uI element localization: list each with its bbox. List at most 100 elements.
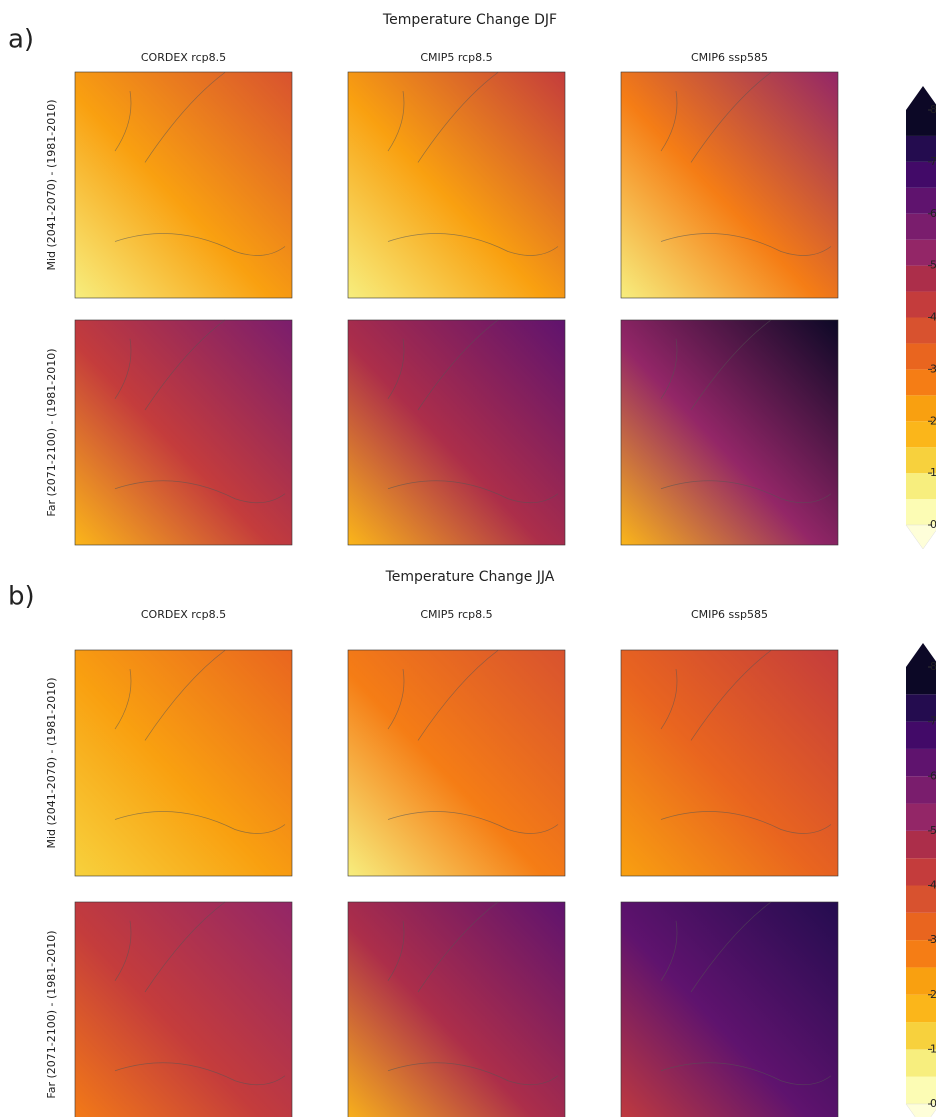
- map: [75, 902, 292, 1117]
- map-frame: [620, 649, 839, 877]
- colorbar-tick-label: 5: [930, 259, 936, 272]
- colorbar-segment: [906, 213, 936, 240]
- colorbar-segment: [906, 1049, 936, 1077]
- colorbar-tick-label: 4: [930, 311, 936, 324]
- colorbar-tick-label: 1: [930, 1042, 936, 1055]
- column-title: CMIP6 ssp585: [691, 51, 768, 64]
- colorbar-segment: [906, 1076, 936, 1104]
- map: [75, 72, 292, 298]
- colorbar-tick-label: 3: [930, 362, 936, 375]
- colorbar-segment: [906, 748, 936, 777]
- map: [348, 902, 565, 1117]
- colorbar-segment: [906, 994, 936, 1023]
- colorbar-segment: [906, 499, 936, 525]
- column-title: CMIP5 rcp8.5: [420, 608, 492, 621]
- map: [621, 320, 838, 545]
- column-title: CORDEX rcp8.5: [141, 51, 226, 64]
- colorbar-segment: [906, 667, 936, 695]
- colorbar-segment: [906, 187, 936, 214]
- colorbar-segment: [906, 395, 936, 422]
- map: [348, 320, 565, 545]
- coastline: [387, 901, 559, 1086]
- panel-title: Temperature Change DJF: [382, 12, 557, 28]
- coastline: [660, 319, 832, 504]
- colorbar-tick-label: 2: [930, 988, 936, 1001]
- colorbar-segment: [906, 421, 936, 448]
- coastline: [114, 319, 286, 504]
- colorbar-segment: [906, 967, 936, 995]
- colorbar-segment: [906, 830, 936, 859]
- colorbar-segment: [906, 912, 936, 941]
- panel-title: Temperature Change JJA: [385, 569, 555, 585]
- colorbar-segment: [906, 265, 936, 292]
- colorbar-segment: [906, 885, 936, 913]
- column-title: CMIP5 rcp8.5: [420, 51, 492, 64]
- colorbar-extend-min: [905, 1103, 936, 1117]
- coastline: [114, 650, 286, 834]
- colorbar-tick-label: 8: [930, 660, 936, 673]
- coastline: [660, 901, 832, 1086]
- colorbar-extend-min: [905, 524, 936, 550]
- row-label: Far (2071-2100) - (1981-2010): [45, 930, 58, 1098]
- colorbar-tick-label: 6: [930, 769, 936, 782]
- colorbar-segment: [906, 317, 936, 344]
- map-frame: [347, 319, 566, 546]
- map-frame: [620, 901, 839, 1117]
- colorbar-tick-label: 5: [930, 824, 936, 837]
- colorbar-tick-label: 0: [930, 1097, 936, 1110]
- panel-label: b): [8, 582, 35, 612]
- row-label: Far (2071-2100) - (1981-2010): [45, 348, 58, 516]
- coastline: [387, 72, 559, 256]
- map-frame: [347, 71, 566, 299]
- map-frame: [74, 901, 293, 1117]
- colorbar-extend-max: [906, 86, 936, 110]
- coastline: [114, 901, 286, 1086]
- colorbar-segment: [906, 343, 936, 370]
- colorbar-segment: [906, 110, 936, 136]
- map: [621, 72, 838, 298]
- map-frame: [347, 649, 566, 877]
- colorbar-tick-label: 0: [930, 518, 936, 531]
- colorbar-tick-label: 8: [930, 103, 936, 116]
- map-frame: [620, 71, 839, 299]
- map: [348, 650, 565, 876]
- map: [75, 320, 292, 545]
- colorbar-extend-max: [906, 643, 936, 667]
- coastline: [660, 72, 832, 256]
- map-frame: [74, 649, 293, 877]
- colorbar-tick-label: 1: [930, 466, 936, 479]
- colorbar-segment: [906, 135, 936, 162]
- colorbar-tick-label: 2: [930, 414, 936, 427]
- coastline: [387, 319, 559, 504]
- colorbar-segment: [906, 473, 936, 500]
- map: [621, 902, 838, 1117]
- panel-label: a): [8, 25, 34, 55]
- column-title: CORDEX rcp8.5: [141, 608, 226, 621]
- coastline: [660, 650, 832, 834]
- map: [621, 650, 838, 876]
- colorbar-segment: [906, 369, 936, 396]
- colorbar-segment: [906, 940, 936, 968]
- coastline: [387, 650, 559, 834]
- column-title: CMIP6 ssp585: [691, 608, 768, 621]
- map-frame: [74, 319, 293, 546]
- colorbar-segment: [906, 694, 936, 722]
- map-frame: [74, 71, 293, 299]
- row-label: Mid (2041-2070) - (1981-2010): [45, 677, 58, 848]
- colorbar-segment: [906, 1022, 936, 1050]
- colorbar-segment: [906, 447, 936, 474]
- colorbar-segment: [906, 291, 936, 318]
- colorbar-segment: [906, 721, 936, 749]
- map: [348, 72, 565, 298]
- row-label: Mid (2041-2070) - (1981-2010): [45, 99, 58, 270]
- colorbar-segment: [906, 776, 936, 804]
- colorbar-tick-label: 4: [930, 879, 936, 892]
- map: [75, 650, 292, 876]
- colorbar-segment: [906, 858, 936, 886]
- colorbar-segment: [906, 239, 936, 266]
- colorbar-tick-label: 6: [930, 207, 936, 220]
- map-frame: [620, 319, 839, 546]
- colorbar-tick-label: 7: [930, 155, 936, 168]
- colorbar-tick-label: 3: [930, 933, 936, 946]
